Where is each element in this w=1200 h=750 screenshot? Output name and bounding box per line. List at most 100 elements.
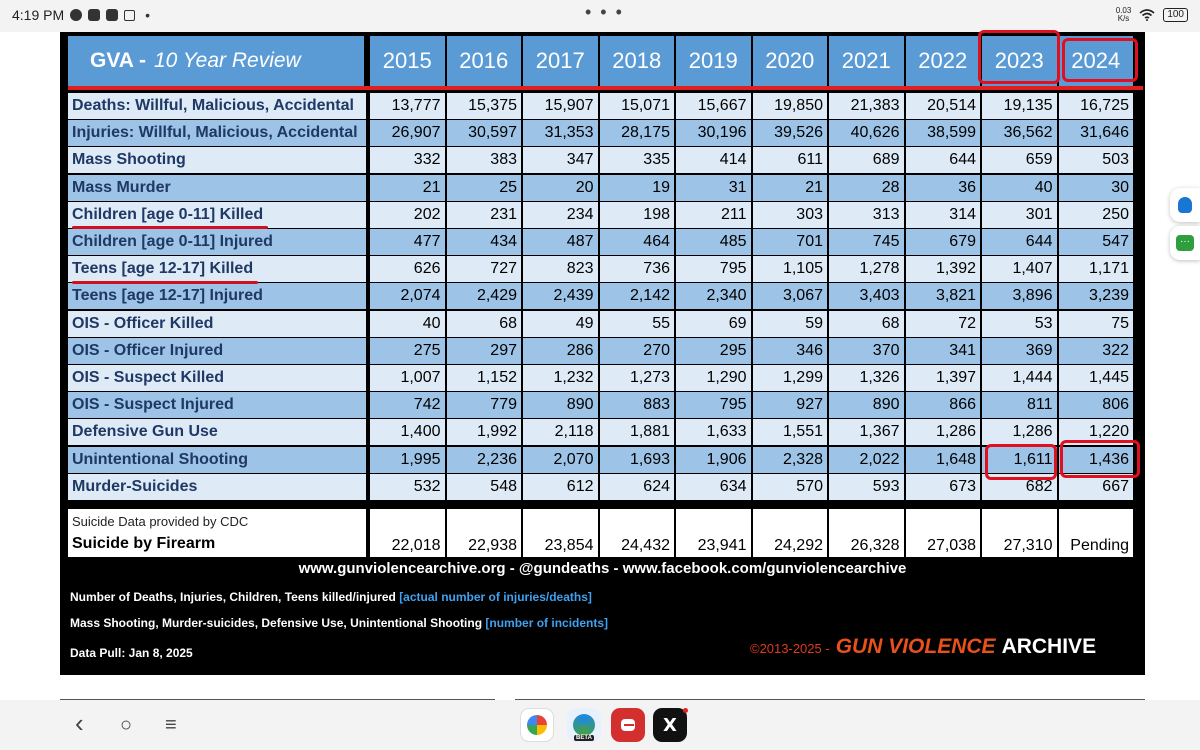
- youtube-icon-2: [106, 9, 119, 21]
- table-cell-2015: 13,777: [370, 93, 445, 119]
- table-cell-2021: 593: [829, 473, 904, 500]
- table-cell-2016: 68: [446, 310, 521, 337]
- suicide-cell-2019: 23,941: [676, 509, 751, 557]
- table-cell-2024: 30: [1058, 174, 1133, 201]
- suicide-cell-2018: 24,432: [599, 509, 674, 557]
- table-row: OIS - Officer Killed 40 68 49 55 69 59 68 72 53 75: [68, 310, 1133, 338]
- table-cell-2017: 1,232: [523, 365, 598, 391]
- table-cell-2019: 2,340: [676, 283, 751, 310]
- table-cell-2015: 21: [370, 174, 445, 201]
- row-label-text: Teens [age 12-17] Killed: [72, 260, 254, 278]
- annotation-underline-teens-killed: [72, 281, 258, 284]
- x-app-icon[interactable]: X: [653, 708, 687, 742]
- gva-infographic: GVA - 10 Year Review Suicide Data provid…: [60, 32, 1145, 675]
- footer-note-2-text: Mass Shooting, Murder-suicides, Defensiv…: [70, 616, 486, 630]
- table-cell-2018: 2,142: [599, 283, 674, 310]
- footer-note-1-text: Number of Deaths, Injuries, Children, Te…: [70, 590, 400, 604]
- table-cell-2016: 2,429: [446, 283, 521, 310]
- table-cell-2018: 883: [599, 392, 674, 419]
- table-cell-2018: 270: [599, 337, 674, 364]
- table-cell-2024: 1,171: [1058, 256, 1133, 283]
- table-cell-2019: 30,196: [676, 120, 751, 147]
- copyright-years: ©2013-2025 -: [750, 641, 830, 656]
- table-cell-2018: 1,273: [599, 365, 674, 391]
- table-cell-2020: 570: [752, 473, 827, 500]
- table-cell-2019: 1,633: [676, 419, 751, 446]
- table-cell-2020: 346: [752, 337, 827, 364]
- table-cell-2017: 823: [523, 256, 598, 283]
- year-header-2024: 2024: [1058, 36, 1133, 86]
- window-menu-handle[interactable]: • • •: [585, 2, 624, 22]
- table-cell-2015: 332: [370, 147, 445, 174]
- table-cell-2016: 383: [446, 147, 521, 174]
- expressvpn-app-icon[interactable]: [611, 708, 645, 742]
- table-cell-2022: 3,821: [905, 283, 980, 310]
- table-cell-2022: 20,514: [905, 93, 980, 119]
- row-label: OIS - Officer Injured: [68, 337, 366, 364]
- navigation-bar: ‹ ○ ≡ BETA X: [0, 700, 1200, 750]
- table-cell-2021: 3,403: [829, 283, 904, 310]
- battery-icon: 100: [1163, 8, 1188, 22]
- table-cell-2019: 1,290: [676, 365, 751, 391]
- annotation-box-unintentional-2023: [985, 444, 1057, 480]
- table-cell-2024: 1,436: [1058, 446, 1133, 473]
- x-notification-dot-icon: [683, 708, 688, 713]
- table-cell-2020: 1,299: [752, 365, 827, 391]
- table-cell-2022: 679: [905, 229, 980, 255]
- table-cell-2023: 40: [982, 174, 1057, 201]
- table-cell-2017: 286: [523, 337, 598, 364]
- year-header-2017: 2017: [523, 36, 598, 86]
- clock: 4:19 PM: [12, 7, 65, 23]
- footer-note-1-highlight: [actual number of injuries/deaths]: [399, 590, 592, 604]
- row-label: Teens [age 12-17] Killed: [68, 256, 366, 283]
- table-cell-2024: 667: [1058, 473, 1133, 500]
- table-cell-2016: 297: [446, 337, 521, 364]
- row-label: Mass Murder: [68, 174, 366, 201]
- table-cell-2016: 231: [446, 201, 521, 228]
- row-label-text: Injuries: Willful, Malicious, Accidental: [72, 124, 358, 142]
- back-button[interactable]: ‹: [75, 708, 84, 738]
- table-cell-2015: 626: [370, 256, 445, 283]
- table-cell-2022: 673: [905, 473, 980, 500]
- chat-bubble[interactable]: ···: [1170, 226, 1200, 260]
- table-cell-2024: 1,445: [1058, 365, 1133, 391]
- table-cell-2018: 624: [599, 473, 674, 500]
- status-right: 0.03 K/s 100: [1116, 7, 1188, 23]
- table-cell-2023: 301: [982, 201, 1057, 228]
- table-cell-2022: 1,286: [905, 419, 980, 446]
- row-label: Injuries: Willful, Malicious, Accidental: [68, 120, 366, 147]
- table-cell-2021: 890: [829, 392, 904, 419]
- table-cell-2024: 250: [1058, 201, 1133, 228]
- table-cell-2019: 211: [676, 201, 751, 228]
- table-cell-2017: 2,118: [523, 419, 598, 446]
- suicide-cell-2016: 22,938: [446, 509, 521, 557]
- row-label: Children [age 0-11] Injured: [68, 229, 366, 255]
- security-bubble[interactable]: [1170, 188, 1200, 222]
- suicide-cell-2024: Pending: [1058, 509, 1133, 557]
- table-cell-2015: 26,907: [370, 120, 445, 147]
- table-cell-2018: 15,071: [599, 93, 674, 119]
- home-button[interactable]: ○: [120, 714, 133, 736]
- screenshot-icon: [124, 9, 136, 21]
- photos-app-icon[interactable]: [520, 708, 554, 742]
- table-cell-2020: 927: [752, 392, 827, 419]
- row-label-text: Teens [age 12-17] Injured: [72, 287, 263, 305]
- footer-links: www.gunviolencearchive.org - @gundeaths …: [298, 560, 907, 577]
- status-bar: 4:19 PM • • • • 0.03 K/s 100: [0, 0, 1200, 32]
- recents-button[interactable]: ≡: [165, 714, 177, 736]
- table-cell-2015: 2,074: [370, 283, 445, 310]
- table-row: Children [age 0-11] Killed 202 231 234 198 21…: [68, 201, 1133, 229]
- table-cell-2015: 532: [370, 473, 445, 500]
- table-cell-2018: 335: [599, 147, 674, 174]
- table-row: OIS - Suspect Killed 1,007 1,152 1,232 1,273…: [68, 365, 1133, 392]
- table-cell-2022: 1,392: [905, 256, 980, 283]
- year-header-2018: 2018: [599, 36, 674, 86]
- title-subtitle: 10 Year Review: [154, 49, 301, 72]
- table-cell-2018: 28,175: [599, 120, 674, 147]
- table-cell-2018: 19: [599, 174, 674, 201]
- edge-beta-app-icon[interactable]: BETA: [567, 708, 601, 742]
- table-cell-2019: 634: [676, 473, 751, 500]
- table-cell-2015: 202: [370, 201, 445, 228]
- table-cell-2016: 1,992: [446, 419, 521, 446]
- suicide-cell-2022: 27,038: [905, 509, 980, 557]
